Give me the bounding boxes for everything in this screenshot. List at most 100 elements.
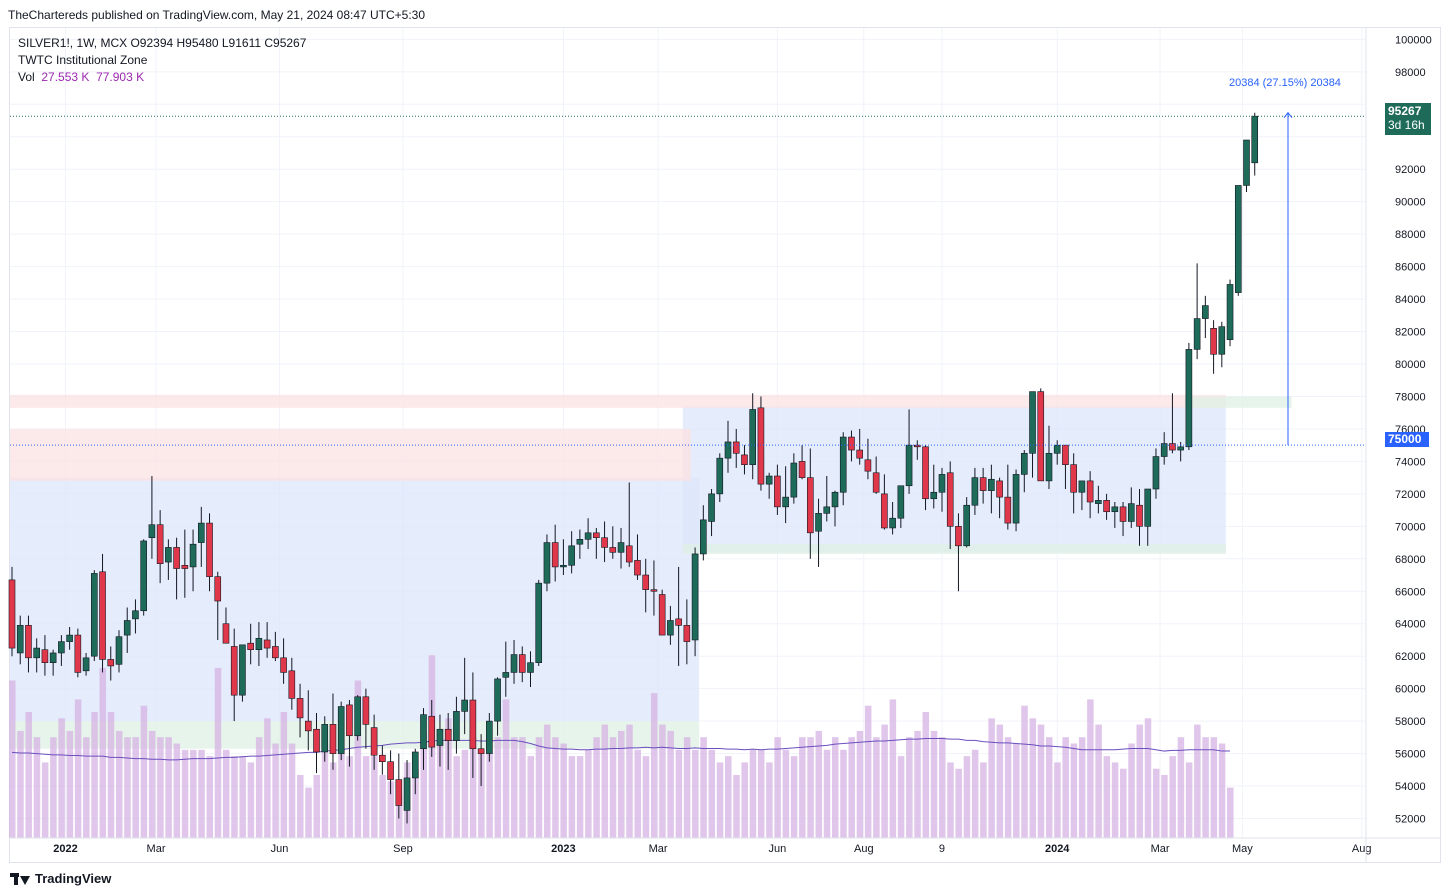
zones [10, 394, 1292, 749]
volume-bar [560, 743, 567, 838]
volume-bar [823, 749, 831, 838]
volume-bar [50, 737, 57, 838]
volume-bar [115, 730, 123, 838]
tradingview-logo-icon [10, 872, 30, 885]
x-tick-label: Aug [1352, 843, 1372, 855]
volume-legend[interactable]: Vol 27.553 K 77.903 K [18, 69, 306, 86]
current-price: 95267 [1388, 104, 1422, 118]
candle-body [411, 751, 419, 779]
chart-frame[interactable] [9, 27, 1441, 863]
volume-bar [1136, 724, 1144, 838]
candle-body [642, 574, 650, 590]
candle-body [658, 594, 666, 636]
volume-bar [692, 749, 699, 838]
volume-bar [1218, 743, 1226, 838]
volume-bar [601, 724, 609, 838]
candle-body [469, 699, 477, 750]
volume-bar [173, 743, 181, 838]
candle-body [798, 461, 806, 478]
volume-bar [354, 680, 362, 838]
volume-bar [1070, 743, 1078, 838]
volume-bar [239, 756, 246, 838]
volume-bar [873, 737, 880, 838]
volume-bar [461, 749, 469, 838]
candle-body [1243, 139, 1250, 186]
candle-body [1210, 328, 1217, 355]
publish-line: TheChartereds published on TradingView.c… [8, 8, 426, 22]
candle-body [1004, 496, 1012, 524]
volume-bar [782, 749, 790, 838]
volume-bar [1202, 737, 1209, 838]
volume-bar [766, 762, 773, 838]
candle-body [691, 553, 699, 641]
volume-bar [807, 737, 814, 838]
candle-body [280, 657, 287, 673]
volume-bar [305, 787, 312, 838]
candle-body [543, 542, 551, 584]
volume-bar [963, 756, 971, 838]
candle-body [230, 646, 238, 696]
y-tick-label: 58000 [1395, 716, 1426, 728]
volume-bar [58, 718, 65, 838]
volume-bar [1152, 768, 1160, 838]
volume-bar [1227, 787, 1234, 838]
vol-value-1: 27.553 K [41, 70, 90, 84]
candle-body [1111, 506, 1119, 513]
volume-bar [1194, 724, 1201, 838]
volume-bar [321, 743, 329, 838]
candle-body [971, 477, 979, 506]
volume-bar [132, 737, 139, 838]
candle-body [856, 449, 863, 459]
symbol-line[interactable]: SILVER1!, 1W, MCX O92394 H95480 L91611 C… [18, 36, 307, 50]
footer-brand[interactable]: TradingView [10, 871, 111, 886]
volume-bar [280, 712, 288, 838]
x-tick-label: Mar [1151, 843, 1170, 855]
x-tick-label: 2024 [1045, 843, 1070, 855]
current-price-label: 95267 3d 16h [1385, 103, 1431, 135]
candle-body [66, 634, 73, 642]
y-tick-label: 92000 [1395, 164, 1426, 176]
x-tick-label: Jun [271, 843, 289, 855]
candle-body [1020, 452, 1028, 475]
indicator-name[interactable]: TWTC Institutional Zone [18, 53, 148, 67]
price-levels [10, 115, 1366, 446]
candle-body [477, 748, 485, 754]
volume-bar [469, 737, 477, 838]
volume-bar [1144, 718, 1152, 838]
vol-value-2: 77.903 K [96, 70, 145, 84]
candle-body [609, 547, 617, 553]
candle-body [979, 477, 987, 491]
zone-support [1184, 396, 1292, 408]
candle-body [165, 547, 172, 563]
candle-body [107, 659, 115, 667]
volume-bar [799, 737, 806, 838]
volume-bar [214, 667, 222, 838]
volume-bar [1078, 737, 1086, 838]
level-price: 75000 [1388, 432, 1422, 446]
volume-bar [371, 756, 378, 838]
volume-bar [453, 756, 460, 838]
volume-bar [840, 749, 847, 838]
candle-body [1251, 115, 1259, 164]
volume-bar [99, 667, 107, 838]
volume-bar [33, 737, 41, 838]
y-tick-label: 88000 [1395, 229, 1426, 241]
volume-bar [247, 762, 255, 838]
volume-bar [66, 730, 74, 838]
x-tick-label: 2023 [551, 843, 575, 855]
volume-bar [716, 762, 724, 838]
volume-bar [980, 762, 987, 838]
candle-body [8, 579, 16, 649]
volume-bar [1037, 724, 1045, 838]
volume-bar [198, 749, 205, 838]
candle-body [897, 485, 905, 519]
volume-bar [1161, 775, 1168, 838]
candle-body [99, 571, 106, 660]
candle-body [362, 696, 370, 725]
candle-body [239, 644, 246, 696]
volume-bar [856, 730, 864, 838]
volume-ma-line [11, 737, 1231, 761]
volume-bar [700, 737, 707, 838]
volume-bar [815, 730, 823, 838]
